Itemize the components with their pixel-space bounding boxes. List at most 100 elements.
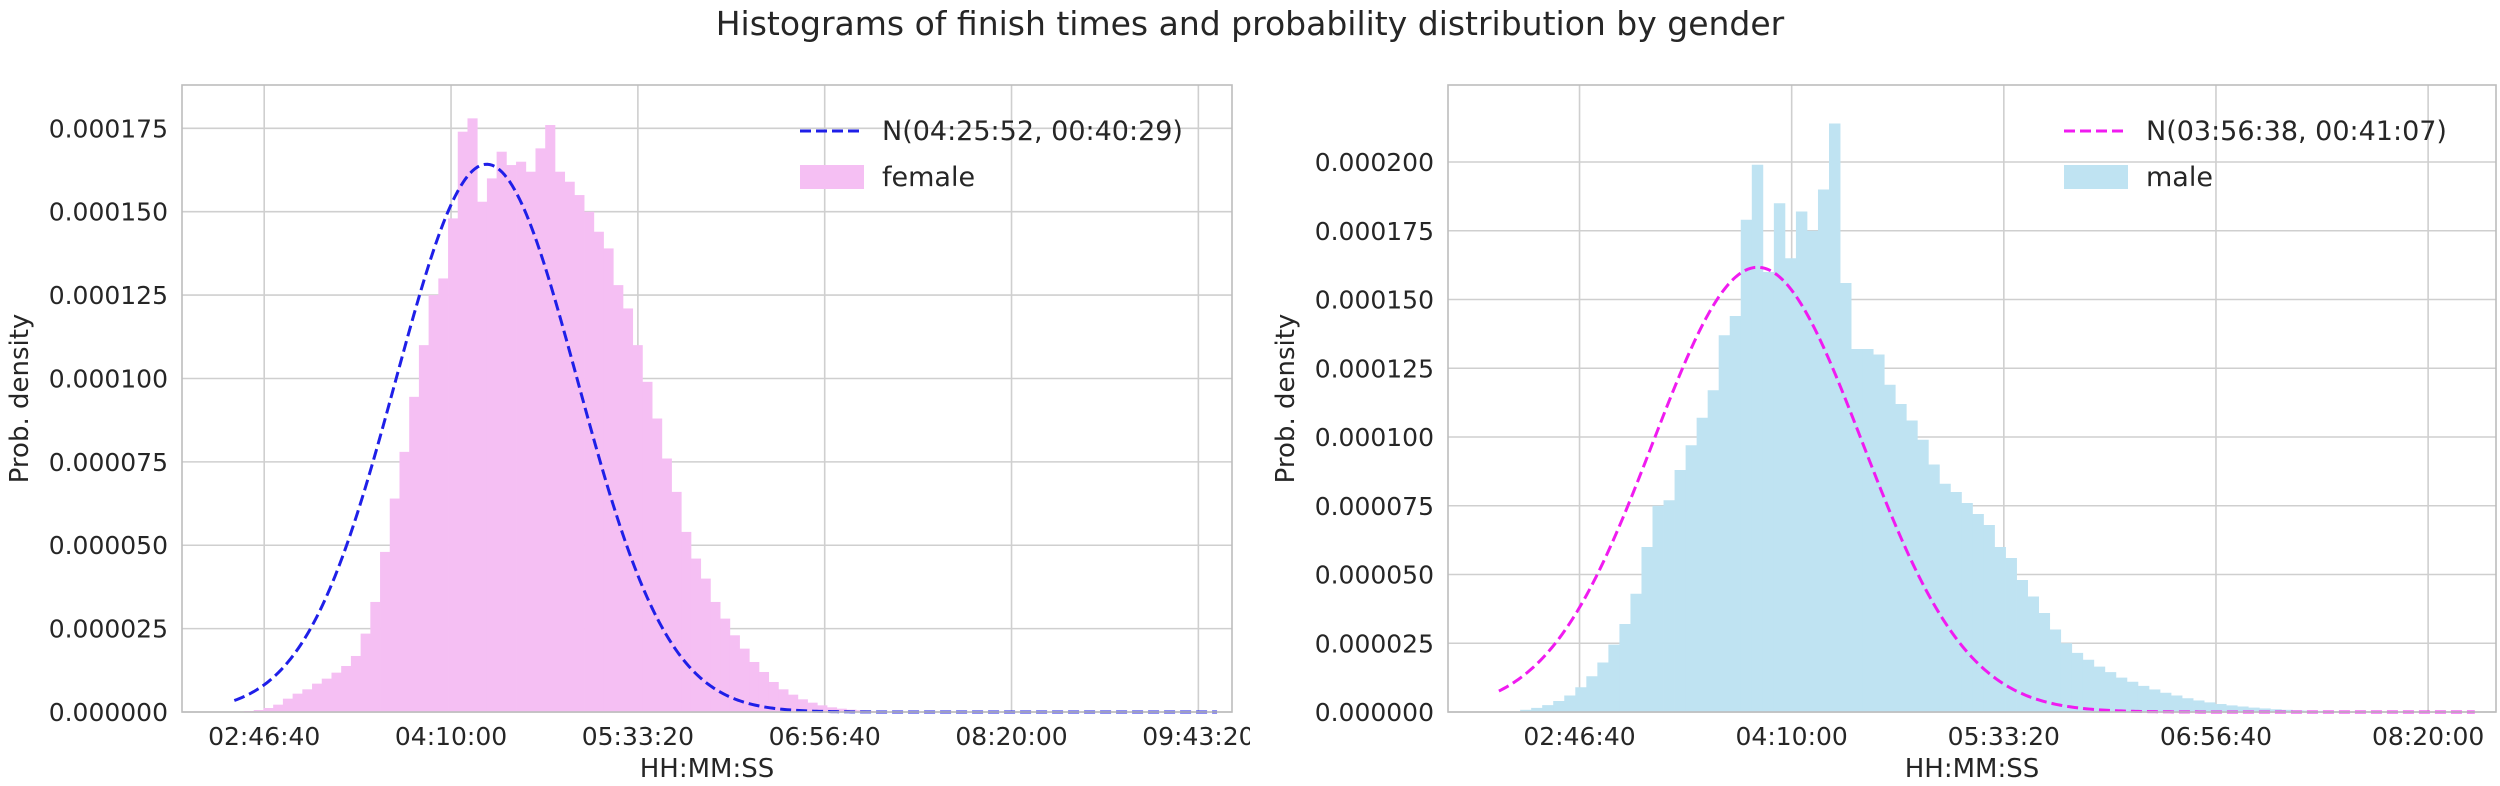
chart0-histogram-bar xyxy=(661,458,672,712)
chart0-histogram-bar xyxy=(360,633,371,712)
chart0-histogram-bar xyxy=(496,151,507,712)
chart0-y-tick-label: 0.000125 xyxy=(49,281,168,310)
chart0-histogram-bar xyxy=(564,181,575,712)
chart1-histogram-bar xyxy=(1553,701,1565,712)
chart1-histogram-bar xyxy=(2226,705,2238,712)
chart1-y-tick-label: 0.000000 xyxy=(1315,698,1434,727)
chart0-histogram-bar xyxy=(797,699,808,712)
chart-female-histogram: 02:46:40 04:10:00 05:33:20 06:56:40 08:20:00… xyxy=(5,84,1250,784)
chart1-y-tick-label: 0.000025 xyxy=(1315,629,1434,658)
chart1-histogram-bar xyxy=(1939,483,1951,712)
chart1-histogram-bar xyxy=(1840,283,1852,712)
chart1-histogram-bar xyxy=(2137,685,2150,712)
chart0-x-tick-label: 04:10:00 xyxy=(395,722,507,751)
chart0-histogram-bar xyxy=(380,551,391,712)
chart1-histogram-bar xyxy=(1674,470,1687,712)
figure-title: Histograms of finish times and probabili… xyxy=(715,4,1785,43)
chart1-histogram-bar xyxy=(2281,709,2293,712)
chart1-histogram-bar xyxy=(1608,644,1620,712)
chart1-histogram-bar xyxy=(2093,666,2106,712)
chart1-histogram-bar xyxy=(2005,558,2017,712)
chart0-histogram-bar xyxy=(438,278,449,712)
chart0-x-tick-label: 05:33:20 xyxy=(582,722,694,751)
chart0-y-tick-label: 0.000075 xyxy=(49,448,168,477)
chart1-histogram-bar xyxy=(1575,687,1587,712)
chart1-histogram-bar xyxy=(1817,189,1830,712)
chart0-histogram-bar xyxy=(593,231,604,712)
chart1-histogram-bar xyxy=(1740,219,1753,712)
chart1-histogram-bar xyxy=(1851,349,1863,712)
chart1-histogram-bar xyxy=(1641,547,1653,712)
chart1-y-tick-label: 0.000100 xyxy=(1315,423,1434,452)
chart1-histogram-bar xyxy=(1685,445,1698,712)
chart0-legend-curve-label: N(04:25:52, 00:40:29) xyxy=(882,116,1183,147)
chart0-histogram-bar xyxy=(545,125,556,712)
chart0-histogram-bar xyxy=(302,689,313,712)
chart1-histogram-bar xyxy=(1784,258,1797,712)
chart0-histogram-bar xyxy=(622,308,634,712)
chart0-histogram-bar xyxy=(350,655,362,712)
chart1-y-tick-label: 0.000175 xyxy=(1315,217,1434,246)
chart1-legend-hist-swatch xyxy=(2064,165,2128,189)
chart0-x-tick-label: 09:43:20 xyxy=(1142,722,1250,751)
chart0-histogram-bar xyxy=(836,708,847,712)
chart0-histogram-bar xyxy=(370,601,381,712)
chart1-x-tick-label: 02:46:40 xyxy=(1523,722,1635,751)
chart1-histogram-bar xyxy=(2159,692,2172,712)
chart0-y-tick-label: 0.000050 xyxy=(49,531,168,560)
chart1-histogram-bar xyxy=(1696,417,1709,712)
chart0-legend-hist-swatch xyxy=(800,165,864,189)
chart1-histogram-bar xyxy=(1950,492,1962,712)
chart0-x-axis-label: HH:MM:SS xyxy=(640,754,775,784)
chart0-histogram-bar xyxy=(700,578,711,712)
chart0-histogram-bar xyxy=(603,248,614,712)
chart0-x-tick-label: 02:46:40 xyxy=(208,722,320,751)
chart0-histogram-bar xyxy=(778,689,789,712)
chart1-histogram-bar xyxy=(1806,230,1819,712)
chart1-legend-hist-label: male xyxy=(2146,162,2213,193)
chart0-y-tick-label: 0.000175 xyxy=(49,114,168,143)
chart0-y-tick-label: 0.000100 xyxy=(49,364,168,393)
chart1-histogram-bar xyxy=(2237,706,2249,712)
chart1-histogram-bar xyxy=(2115,677,2128,712)
chart0-histogram-bar xyxy=(506,165,517,713)
chart0-legend-hist-label: female xyxy=(882,162,975,193)
chart0-histogram-bar xyxy=(273,704,284,712)
chart1-y-tick-label: 0.000075 xyxy=(1315,492,1434,521)
chart0-histogram-bar xyxy=(516,161,527,712)
chart1-histogram-bar xyxy=(1762,272,1775,712)
chart1-histogram-bar xyxy=(2060,643,2073,712)
chart0-y-tick-label: 0.000150 xyxy=(49,198,168,227)
chart0-x-tick-label: 06:56:40 xyxy=(769,722,881,751)
chart0-histogram-bar xyxy=(312,683,323,712)
chart1-y-tick-label: 0.000125 xyxy=(1315,354,1434,383)
chart1-histogram-bar xyxy=(1520,709,1532,712)
chart0-histogram-bar xyxy=(253,709,264,712)
chart0-histogram-bar xyxy=(749,661,760,712)
chart0-histogram-bar xyxy=(807,702,818,712)
chart0-histogram-bar xyxy=(632,345,643,712)
chart0-histogram-bar xyxy=(263,707,274,712)
chart1-histogram-bar xyxy=(2038,613,2051,712)
chart0-histogram-bar xyxy=(671,491,682,712)
chart1-histogram-bar xyxy=(1928,464,1940,712)
chart0-plot-frame xyxy=(181,84,1233,713)
chart1-histogram-bar xyxy=(2071,652,2084,712)
chart1-histogram-bar xyxy=(2182,698,2194,712)
chart1-histogram-bar xyxy=(1906,420,1918,712)
chart1-y-tick-label: 0.000050 xyxy=(1315,561,1434,590)
chart0-histogram-bar xyxy=(321,678,332,712)
chart0-histogram-bar xyxy=(826,707,838,712)
chart0-histogram-bar xyxy=(409,396,420,712)
chart0-histogram-bar xyxy=(486,178,498,712)
chart1-histogram-bar xyxy=(2049,629,2062,712)
chart0-histogram-bar xyxy=(341,665,352,712)
chart0-histogram-bar xyxy=(574,195,585,712)
chart1-histogram-bar xyxy=(2215,704,2227,712)
chart1-histogram-bar xyxy=(1773,203,1786,712)
chart0-y-tick-label: 0.000025 xyxy=(49,615,168,644)
chart0-histogram-bar xyxy=(292,693,303,712)
chart1-histogram-bar xyxy=(1983,525,1995,712)
chart1-histogram-bar xyxy=(1972,514,1984,712)
chart0-x-tick-label: 08:20:00 xyxy=(955,722,1067,751)
